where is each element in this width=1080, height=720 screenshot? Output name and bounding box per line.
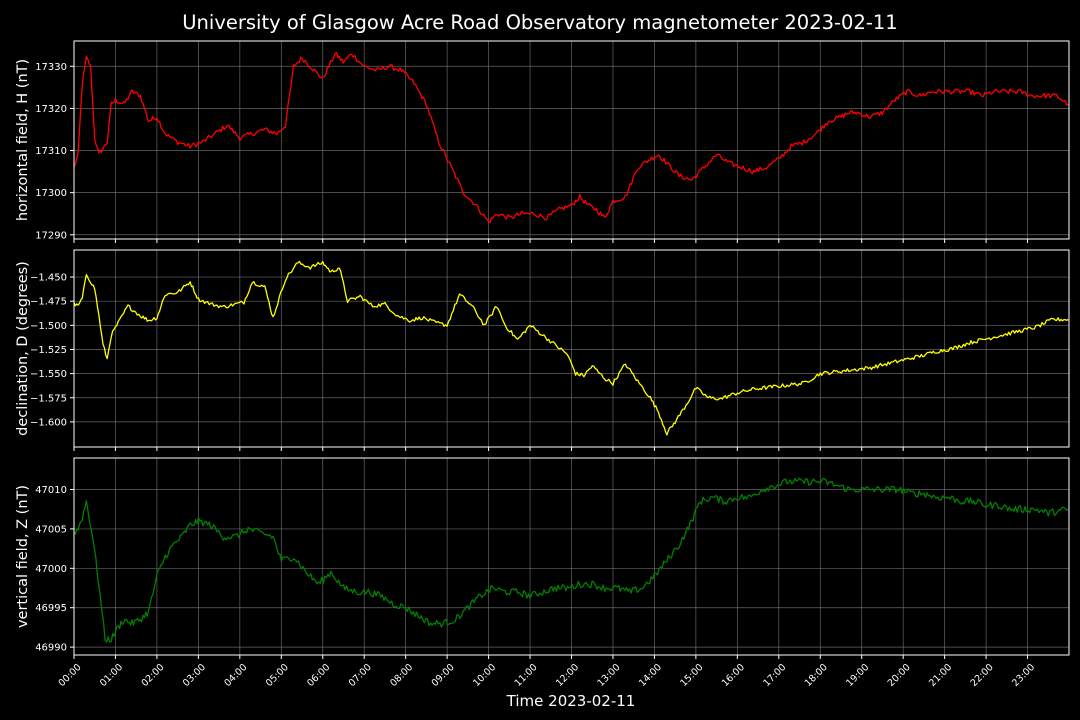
panel-d-ytick-label: −1.575 bbox=[30, 393, 67, 404]
panel-z-ytick-label: 47000 bbox=[35, 564, 67, 575]
series-line-d bbox=[73, 260, 1069, 436]
panel-d-ylabel: declination, D (degrees) bbox=[15, 261, 31, 436]
panel-d-ytick-label: −1.550 bbox=[30, 369, 67, 380]
panel-d-ytick-label: −1.525 bbox=[30, 345, 67, 356]
panel-h-ytick-label: 17320 bbox=[35, 104, 67, 115]
panel-h-frame bbox=[73, 40, 1070, 240]
panel-z-ytick-label: 47010 bbox=[35, 485, 67, 496]
panel-h-ytick-label: 17310 bbox=[35, 146, 67, 157]
panel-z-ytick-label: 47005 bbox=[35, 524, 67, 535]
series-line-z bbox=[73, 477, 1069, 643]
panel-h-ytick-label: 17330 bbox=[35, 62, 67, 73]
panel-h: 17290 17300 17310 17320 17330 horizontal fiel… bbox=[15, 40, 1070, 243]
panel-d: −1.600 −1.575 −1.550 −1.525 −1.500 −1.475 −1.4… bbox=[15, 249, 1070, 451]
panel-h-ytick-label: 17290 bbox=[35, 230, 67, 241]
panel-z-ytick-label: 46995 bbox=[35, 603, 67, 614]
panel-d-ytick-label: −1.450 bbox=[30, 273, 67, 284]
panel-d-ytick-label: −1.500 bbox=[30, 321, 67, 332]
series-line-h bbox=[73, 51, 1069, 224]
panel-h-ylabel: horizontal field, H (nT) bbox=[15, 59, 31, 221]
panel-z-ytick-label: 46990 bbox=[35, 643, 67, 654]
panels-group: 17290 17300 17310 17320 17330 horizontal fiel… bbox=[15, 40, 1070, 689]
chart-title: University of Glasgow Acre Road Observat… bbox=[182, 11, 897, 34]
panel-h-ytick-label: 17300 bbox=[35, 188, 67, 199]
panel-z-frame bbox=[73, 457, 1070, 656]
x-axis-label: Time 2023-02-11 bbox=[506, 692, 636, 710]
panel-d-frame bbox=[73, 249, 1070, 448]
panel-d-ytick-label: −1.475 bbox=[30, 297, 67, 308]
panel-z-ylabel: vertical field, Z (nT) bbox=[15, 485, 31, 628]
panel-d-ytick-label: −1.600 bbox=[30, 417, 67, 428]
